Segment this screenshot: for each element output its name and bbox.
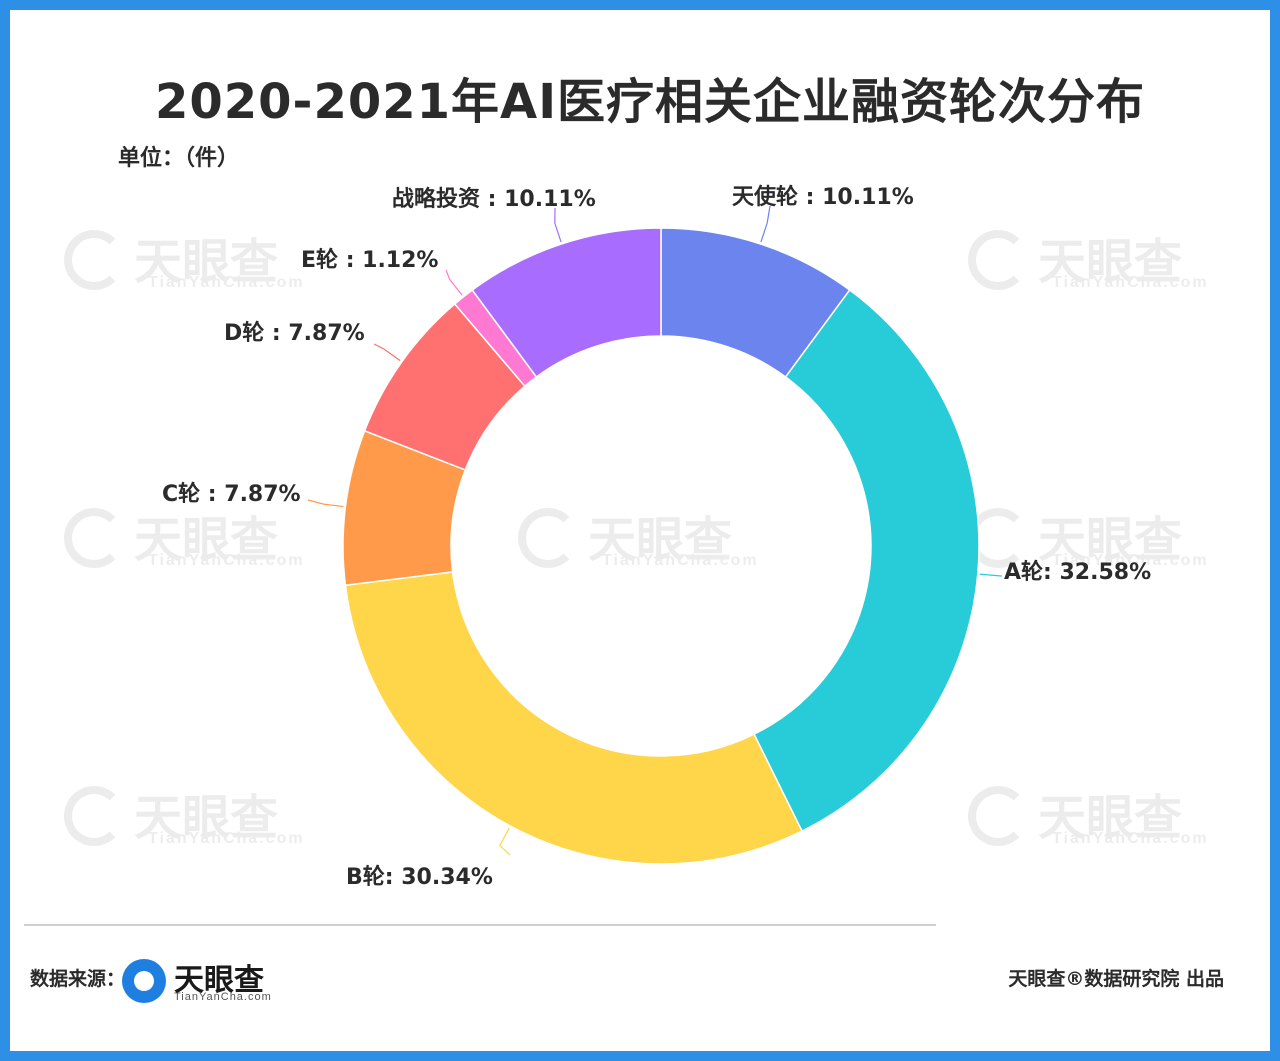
brand-url: TianYanCha.com [174, 991, 272, 1003]
slice-label-3: B轮: 30.34% [346, 864, 493, 890]
watermark: 天眼查 TianYanCha.com [968, 222, 1228, 302]
watermark-logo-icon [64, 786, 124, 846]
watermark-text: 天眼查 [588, 514, 733, 567]
watermark: 天眼查 TianYanCha.com [968, 778, 1228, 858]
donut-slice-3 [344, 571, 803, 865]
footer-divider [24, 924, 936, 926]
leader-line-3 [499, 827, 511, 856]
watermark-logo-icon [968, 786, 1028, 846]
watermark-logo-icon [968, 230, 1028, 290]
watermark: 天眼查 TianYanCha.com [64, 500, 324, 580]
leader-line-5 [373, 343, 401, 362]
unit-label: 单位：（件） [118, 146, 240, 171]
leader-line-7 [554, 207, 562, 243]
chart-title: 2020-2021年AI医疗相关企业融资轮次分布 [154, 74, 1146, 130]
slice-label-2: A轮: 32.58% [1004, 559, 1151, 585]
watermark-logo-icon [518, 508, 578, 568]
slice-label-7: 战略投资 : 10.11% [392, 186, 596, 212]
source-label: 数据来源： [30, 968, 126, 990]
watermark-url: TianYanCha.com [1052, 274, 1209, 291]
watermark-logo-icon [64, 508, 124, 568]
watermark: 天眼查 TianYanCha.com [518, 500, 778, 580]
leader-line-4 [307, 499, 344, 508]
watermark-url: TianYanCha.com [602, 552, 759, 569]
slice-label-6: E轮 : 1.12% [301, 247, 438, 273]
watermark-text: 天眼查 [134, 792, 279, 845]
brand-name: 天眼查 [174, 964, 264, 997]
watermark-url: TianYanCha.com [148, 274, 305, 291]
watermark: 天眼查 TianYanCha.com [64, 222, 324, 302]
watermark-text: 天眼查 [1038, 792, 1183, 845]
credit-text: 天眼查®数据研究院 出品 [1008, 968, 1224, 990]
tianyancha-logo-icon [122, 959, 166, 1003]
watermark-url: TianYanCha.com [1052, 830, 1209, 847]
watermark-url: TianYanCha.com [1052, 552, 1209, 569]
watermark-text: 天眼查 [1038, 236, 1183, 289]
watermark-url: TianYanCha.com [148, 830, 305, 847]
donut-slice-7 [471, 227, 662, 379]
slice-label-4: C轮 : 7.87% [162, 481, 301, 507]
brand-logo: 天眼查 TianYanCha.com [122, 953, 282, 1009]
leader-line-2 [979, 573, 1003, 577]
watermark-text: 天眼查 [134, 236, 279, 289]
donut-slice-2 [753, 288, 980, 833]
leader-line-1 [760, 205, 771, 243]
watermark-logo-icon [64, 230, 124, 290]
slice-label-1: 天使轮 : 10.11% [732, 184, 914, 210]
watermark-text: 天眼查 [1038, 514, 1183, 567]
watermark-url: TianYanCha.com [148, 552, 305, 569]
leader-line-6 [445, 269, 463, 296]
slice-label-5: D轮 : 7.87% [224, 320, 365, 346]
watermark-text: 天眼查 [134, 514, 279, 567]
watermark: 天眼查 TianYanCha.com [968, 500, 1228, 580]
watermark: 天眼查 TianYanCha.com [64, 778, 324, 858]
